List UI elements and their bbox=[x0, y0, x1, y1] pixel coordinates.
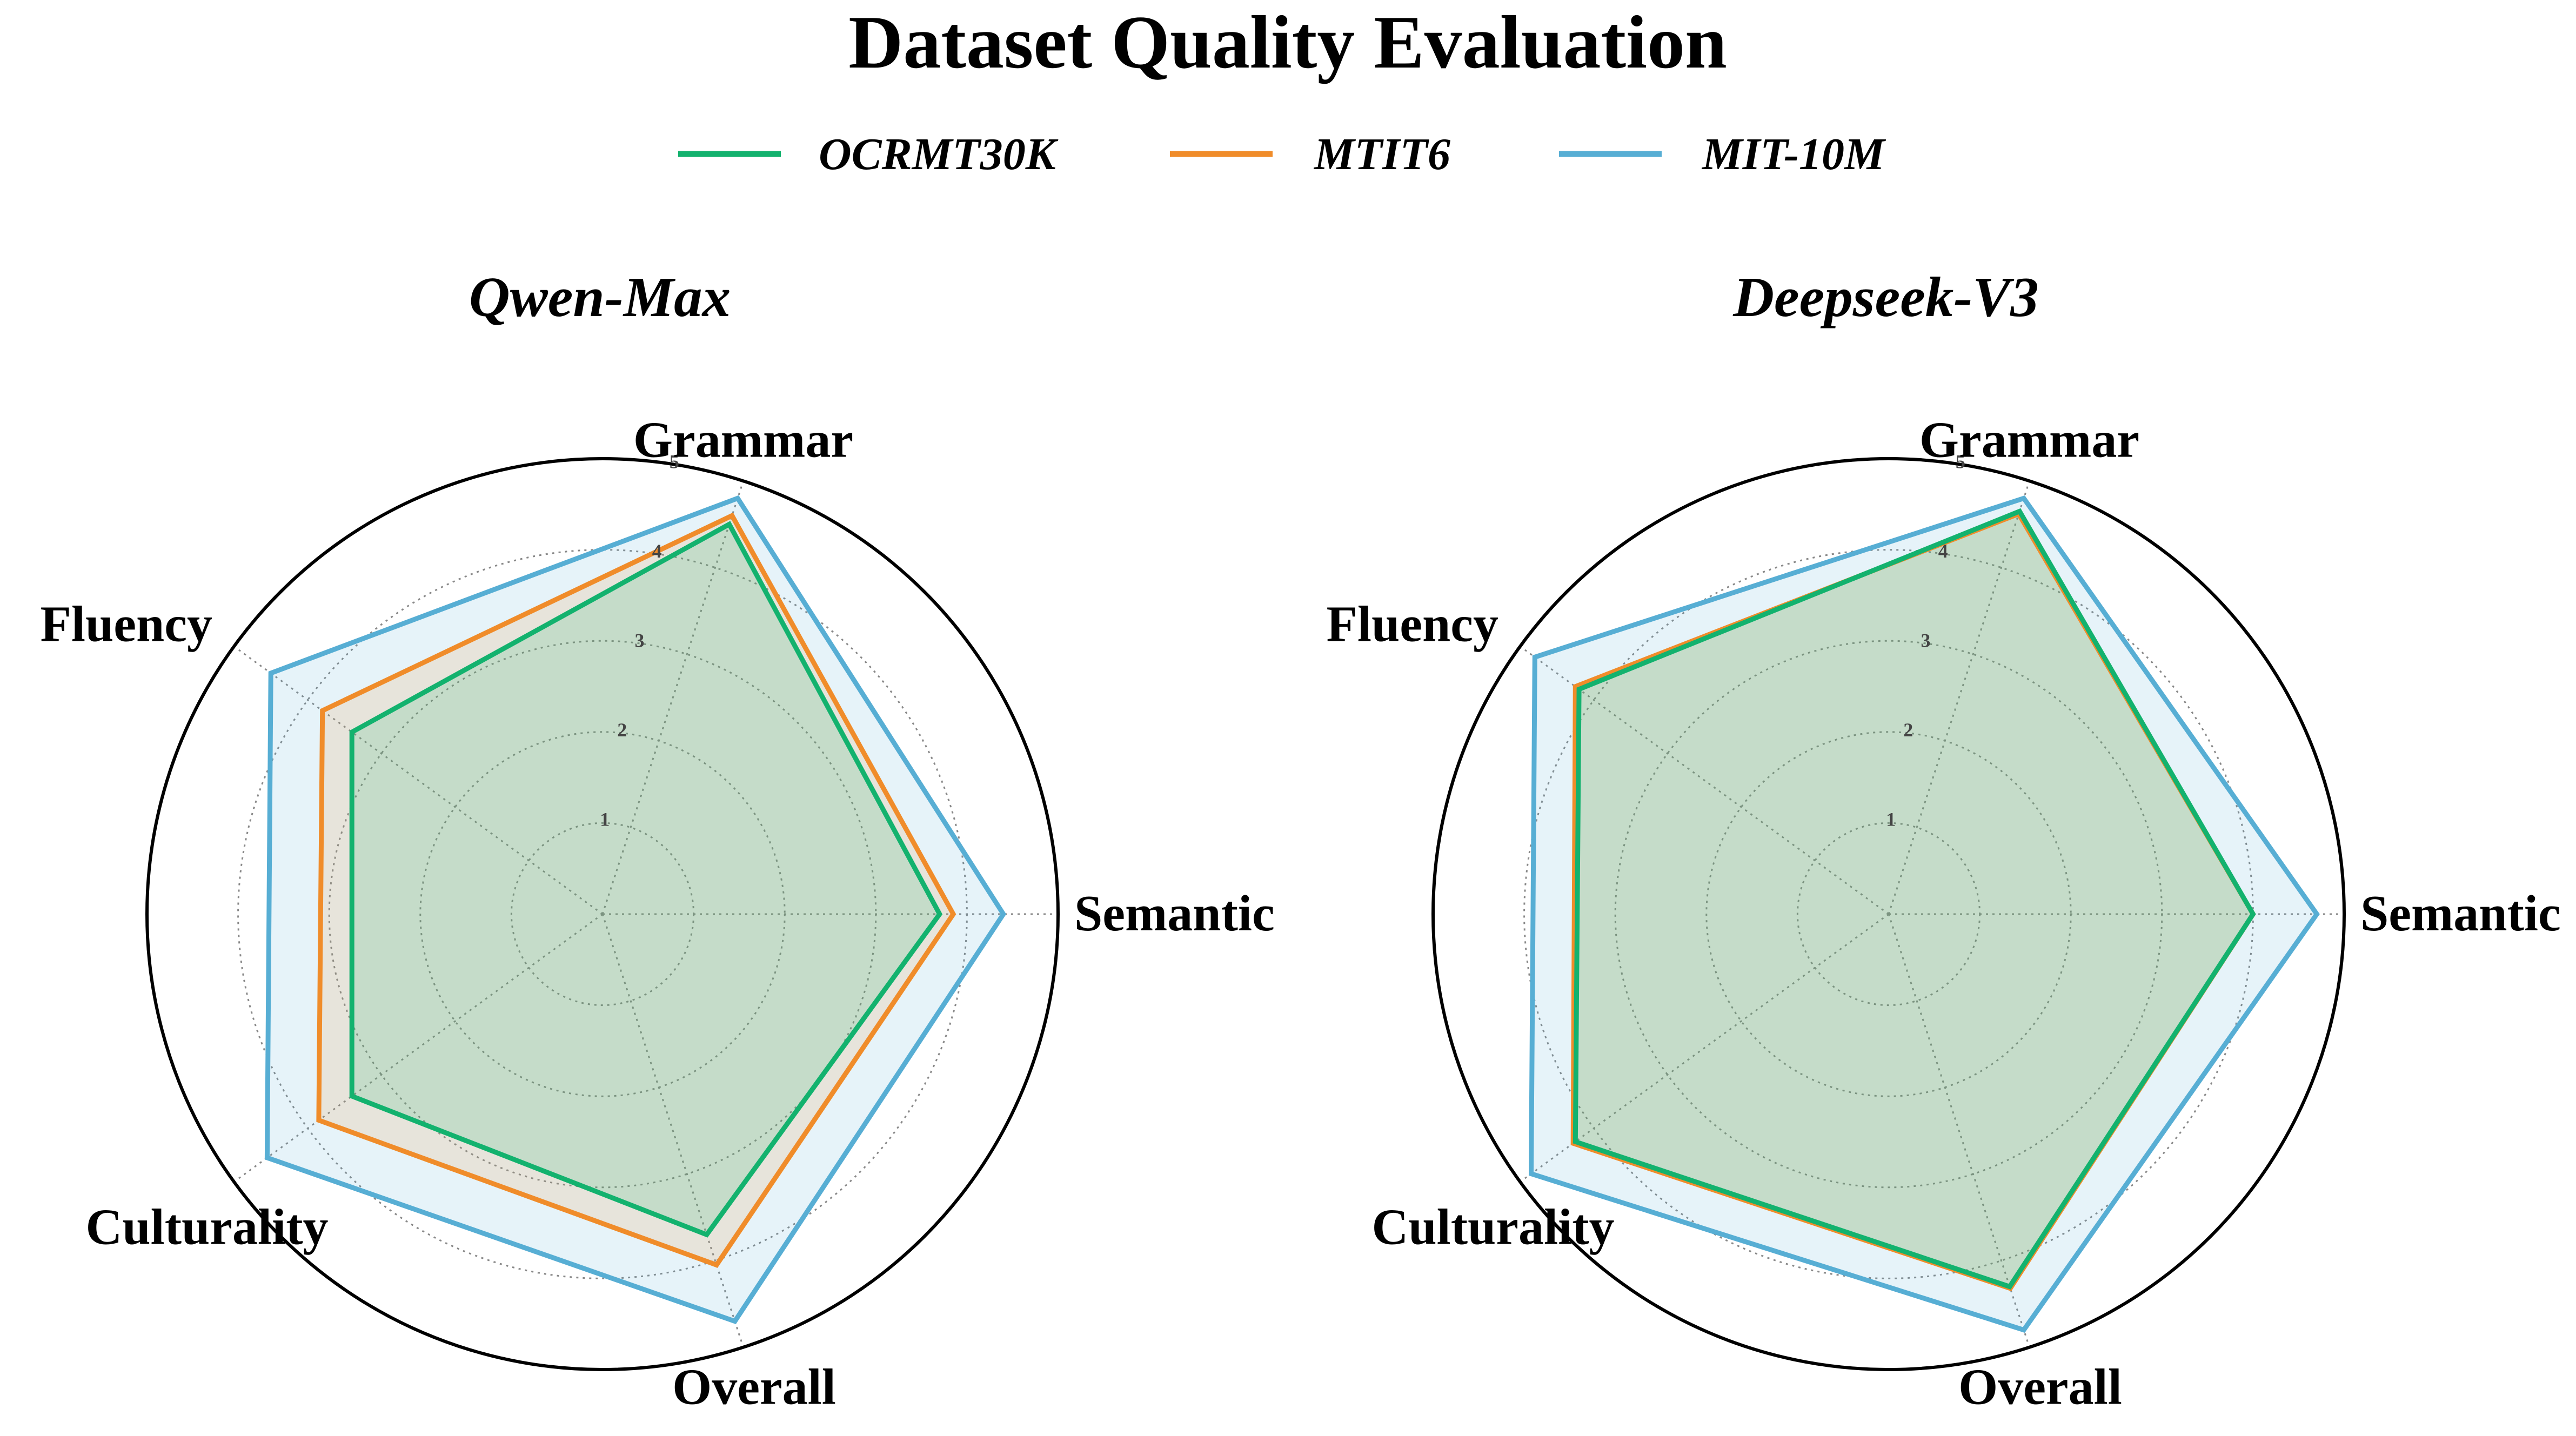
r-tick-label: 3 bbox=[1921, 630, 1931, 652]
series-fill-mtit6 bbox=[1573, 514, 2253, 1289]
spoke-grammar bbox=[1888, 480, 2030, 915]
series-line-ocrmt30k bbox=[349, 521, 943, 1238]
spoke-fluency bbox=[1520, 646, 1889, 915]
figure-title: Dataset Quality Evaluation bbox=[848, 1, 1727, 84]
axis-label-semantic: Semantic bbox=[1074, 885, 1275, 942]
r-tick-label: 4 bbox=[1938, 540, 1948, 562]
subplot-title-left: Qwen-Max bbox=[469, 265, 731, 328]
spoke-overall bbox=[1888, 914, 2030, 1348]
r-tick-label: 3 bbox=[635, 630, 645, 652]
axis-label-grammar: Grammar bbox=[1919, 412, 2139, 468]
r-tick-label: 2 bbox=[617, 719, 627, 741]
radar-chart-deepseek-v3: 1 2 3 4 5 Semantic Grammar Fluency Culturality Ov… bbox=[1326, 412, 2560, 1415]
r-tick-label: 1 bbox=[600, 809, 610, 830]
axis-label-culturality: Culturality bbox=[85, 1199, 328, 1256]
series-fill-mtit6 bbox=[318, 515, 954, 1265]
spoke-culturality bbox=[1520, 913, 1889, 1183]
r-tick-label: 2 bbox=[1903, 719, 1913, 741]
outer-frame bbox=[145, 457, 1060, 1371]
series-line-mit-10m bbox=[264, 495, 1007, 1325]
r-tick-label: 1 bbox=[1886, 809, 1896, 830]
series-fill-ocrmt30k bbox=[1575, 511, 2253, 1287]
legend-label-mtit6: MTIT6 bbox=[1313, 129, 1450, 179]
grid-circle-2 bbox=[1705, 731, 2072, 1097]
axis-label-semantic: Semantic bbox=[2360, 885, 2561, 942]
legend-label-mit-10m: MIT-10M bbox=[1701, 129, 1886, 179]
series-fill-ocrmt30k bbox=[352, 524, 940, 1235]
series-line-ocrmt30k bbox=[1573, 508, 2256, 1290]
axis-label-fluency: Fluency bbox=[1326, 596, 1498, 653]
axis-label-fluency: Fluency bbox=[40, 596, 212, 653]
legend-label-ocrmt30k: OCRMT30K bbox=[819, 129, 1059, 179]
spoke-grammar bbox=[601, 480, 744, 915]
r-tick-label: 5 bbox=[670, 451, 679, 473]
axis-label-overall: Overall bbox=[1958, 1359, 2122, 1415]
axis-label-culturality: Culturality bbox=[1371, 1199, 1614, 1256]
r-tick-label: 4 bbox=[652, 540, 662, 562]
radar-chart-qwen-max: 1 2 3 4 5 Semantic Grammar Fluency Culturality Ov… bbox=[40, 412, 1274, 1415]
r-tick-label: 5 bbox=[1956, 451, 1965, 473]
spoke-culturality bbox=[233, 913, 603, 1183]
axis-label-overall: Overall bbox=[672, 1359, 836, 1415]
series-line-mit-10m bbox=[1528, 495, 2320, 1333]
series-line-mtit6 bbox=[316, 512, 956, 1268]
spoke-fluency bbox=[233, 646, 603, 915]
subplot-title-right: Deepseek-V3 bbox=[1732, 265, 2039, 328]
outer-frame bbox=[1431, 457, 2346, 1371]
legend: OCRMT30K MTIT6 MIT-10M bbox=[678, 129, 1886, 179]
axis-label-grammar: Grammar bbox=[633, 412, 853, 468]
legend-entry-mit-10m: MIT-10M bbox=[1559, 129, 1886, 179]
legend-entry-ocrmt30k: OCRMT30K bbox=[678, 129, 1059, 179]
legend-entry-mtit6: MTIT6 bbox=[1170, 129, 1450, 179]
spoke-overall bbox=[601, 914, 744, 1348]
